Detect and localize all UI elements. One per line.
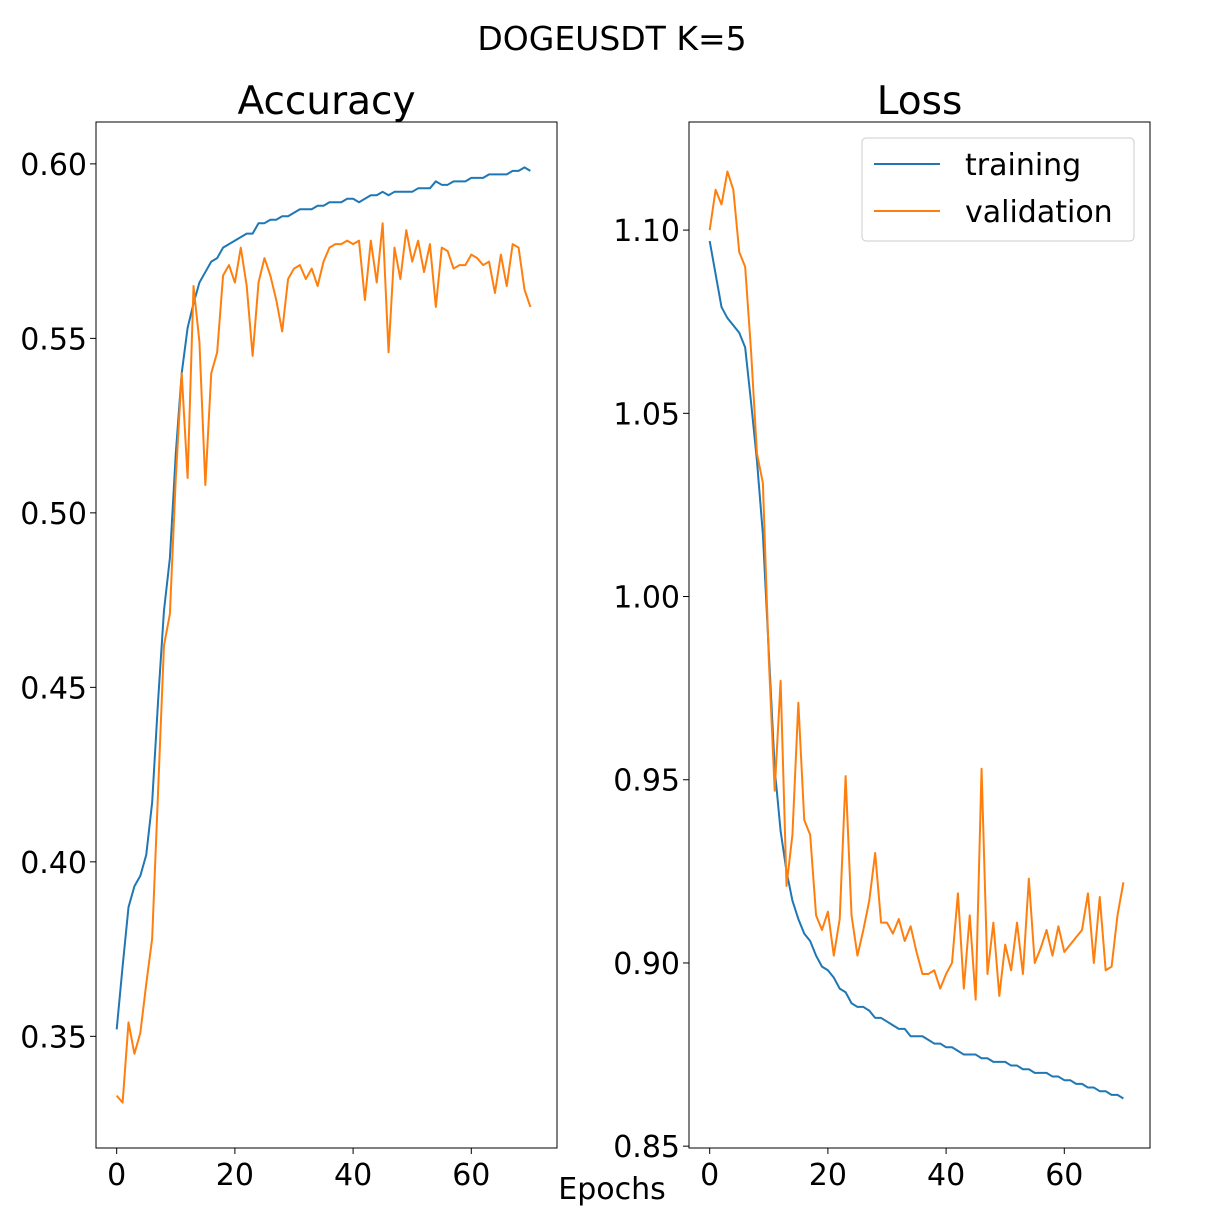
loss-y-tick-label: 1.00 — [613, 581, 680, 616]
accuracy-y-tick-label: 0.60 — [20, 148, 87, 183]
loss-title: Loss — [877, 79, 963, 124]
figure-suptitle: DOGEUSDT K=5 — [477, 19, 746, 58]
accuracy-y-tick-label: 0.35 — [20, 1020, 87, 1055]
loss-x-tick-label: 0 — [700, 1158, 719, 1193]
loss-y-tick-label: 0.95 — [613, 764, 680, 799]
loss-y-tick-label: 0.85 — [613, 1130, 680, 1165]
loss-x-tick-label: 20 — [809, 1158, 847, 1193]
loss-validation-line — [708, 170, 1125, 1001]
accuracy-y-tick-label: 0.45 — [20, 671, 87, 706]
legend-validation-label: validation — [965, 195, 1113, 230]
accuracy-x-tick-label: 60 — [452, 1158, 490, 1193]
loss-x-tick-label: 40 — [927, 1158, 965, 1193]
loss-axes-frame — [688, 121, 1151, 1149]
x-axis-label: Epochs — [558, 1172, 666, 1207]
legend-training-label: training — [965, 148, 1081, 183]
loss-panel: Loss 0 20 40 60 0.85 0.90 0.95 1.00 1.05 1.10 train… — [613, 79, 1151, 1193]
accuracy-x-tick-label: 20 — [216, 1158, 254, 1193]
accuracy-validation-line — [115, 222, 532, 1104]
accuracy-y-tick-label: 0.55 — [20, 322, 87, 357]
loss-x-tick-label: 60 — [1045, 1158, 1083, 1193]
accuracy-training-line — [115, 166, 531, 1030]
accuracy-axes-frame — [95, 121, 558, 1149]
accuracy-y-tick-label: 0.40 — [20, 846, 87, 881]
loss-y-tick-label: 0.90 — [613, 947, 680, 982]
loss-y-tick-label: 1.05 — [613, 397, 680, 432]
loss-y-tick-label: 1.10 — [613, 214, 680, 249]
accuracy-y-tick-label: 0.50 — [20, 497, 87, 532]
loss-legend: training validation — [861, 137, 1135, 242]
loss-training-line — [708, 240, 1124, 1100]
accuracy-x-tick-label: 0 — [107, 1158, 126, 1193]
accuracy-title: Accuracy — [237, 79, 415, 124]
accuracy-x-tick-label: 40 — [334, 1158, 372, 1193]
accuracy-panel: Accuracy 0 20 40 60 0.35 0.40 0.45 0.50 0.55 0.60 — [20, 79, 558, 1193]
